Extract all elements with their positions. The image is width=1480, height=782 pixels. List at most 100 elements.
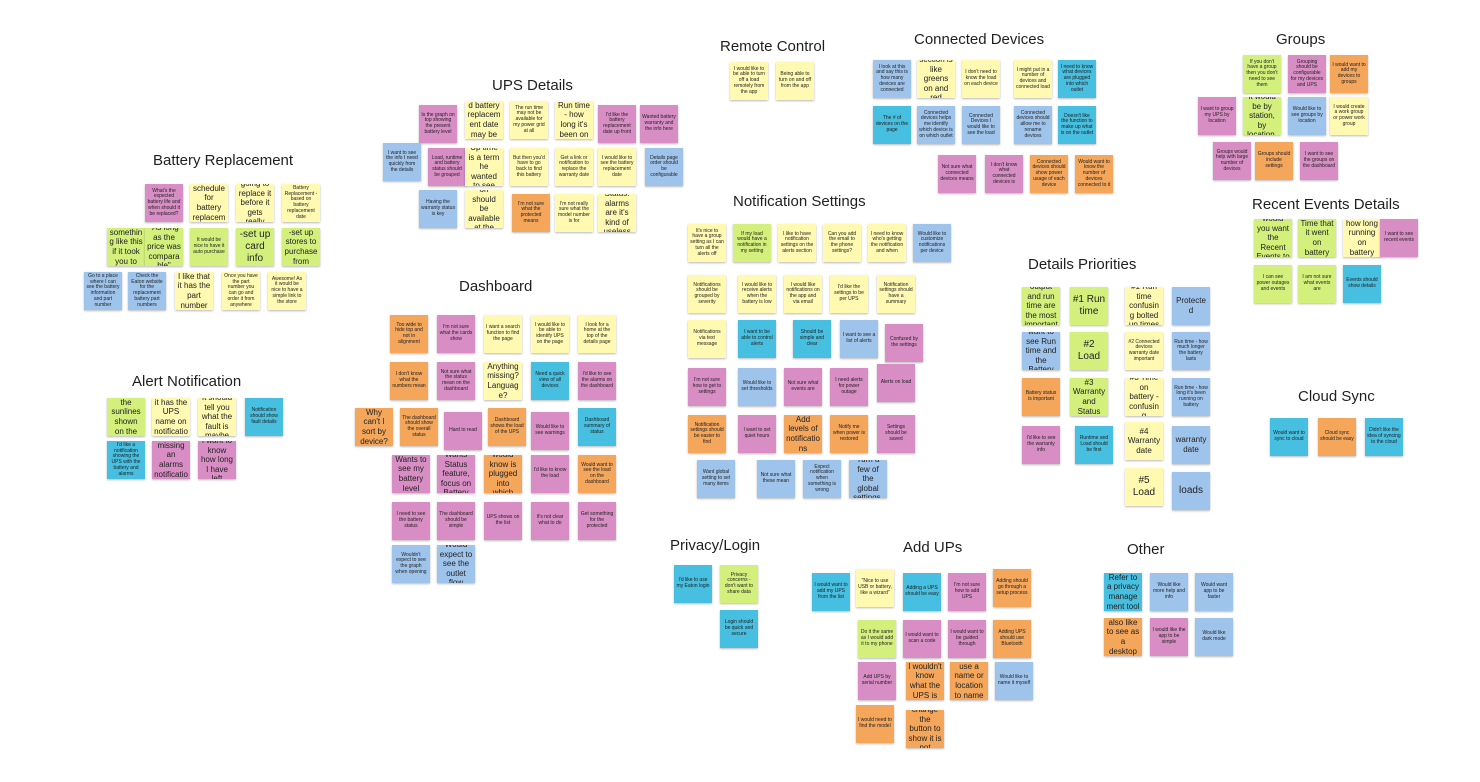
sticky-note-notification-settings-15[interactable]: I want to see a list of alerts bbox=[840, 320, 878, 358]
sticky-note-notification-settings-22[interactable]: Notification settings should be easier t… bbox=[688, 415, 726, 453]
sticky-note-other-3[interactable]: Would want app to be faster bbox=[1195, 573, 1233, 611]
sticky-note-ups-details-6[interactable]: Wanted battery warranty and the info her… bbox=[640, 105, 678, 143]
sticky-note-battery-replacement-6[interactable]: "As long as the price was comparable" bbox=[145, 228, 183, 266]
sticky-note-add-ups-7[interactable]: I would want to scan a code bbox=[903, 620, 941, 658]
sticky-note-dashboard-15[interactable]: Would like to see warnings bbox=[531, 412, 569, 450]
sticky-note-details-priorities-12[interactable]: Run time - how long it's been running on… bbox=[1172, 378, 1210, 416]
sticky-note-ups-details-4[interactable]: Run time - how long it's been on bbox=[555, 101, 593, 139]
sticky-note-ups-details-9[interactable]: Up time is a term he wanted to see bbox=[465, 148, 503, 186]
sticky-note-notification-settings-26[interactable]: Settings should be saved bbox=[877, 415, 915, 453]
sticky-note-battery-replacement-12[interactable]: I like that it has the part number bbox=[175, 272, 213, 310]
sticky-note-notification-settings-19[interactable]: Not sure what events are bbox=[784, 368, 822, 406]
sticky-note-notification-settings-3[interactable]: I like to have notification settings on … bbox=[778, 224, 816, 262]
sticky-note-dashboard-1[interactable]: Too wide to hide top and not in alignmen… bbox=[390, 315, 428, 353]
sticky-note-alert-notification-5[interactable]: I'd like a notification showing the UPS … bbox=[107, 441, 145, 479]
sticky-note-details-priorities-9[interactable]: Battery status is important bbox=[1022, 378, 1060, 416]
sticky-note-add-ups-15[interactable]: Maybe change the button to show it is no… bbox=[906, 710, 944, 748]
sticky-note-notification-settings-28[interactable]: Not sure what these mean bbox=[757, 460, 795, 498]
sticky-note-groups-8[interactable]: Groups would help with large number of d… bbox=[1213, 142, 1251, 180]
sticky-note-other-5[interactable]: I would like the app to be simple bbox=[1150, 618, 1188, 656]
sticky-note-add-ups-5[interactable]: Adding should go through a setup process bbox=[993, 569, 1031, 607]
sticky-note-notification-settings-20[interactable]: I need alerts for power outage bbox=[830, 368, 868, 406]
sticky-note-notification-settings-24[interactable]: Add levels of notifications bbox=[784, 415, 822, 453]
sticky-note-battery-replacement-8[interactable]: -set up card info bbox=[236, 228, 274, 266]
sticky-note-notification-settings-4[interactable]: Can you add the email to the phone setti… bbox=[823, 224, 861, 262]
sticky-note-details-priorities-8[interactable]: Run time - how much longer the battery l… bbox=[1172, 332, 1210, 370]
sticky-note-other-6[interactable]: Would like dark mode bbox=[1195, 618, 1233, 656]
sticky-note-other-4[interactable]: Would also like to see as a desktop app bbox=[1104, 618, 1142, 656]
sticky-note-connected-devices-1[interactable]: I look at this and say this is how many … bbox=[873, 60, 911, 98]
sticky-note-notification-settings-7[interactable]: Notifications should be grouped by sever… bbox=[688, 275, 726, 313]
sticky-note-dashboard-11[interactable]: Why can't I sort by device? bbox=[355, 408, 393, 446]
sticky-note-ups-details-5[interactable]: I'd like the battery replacement date up… bbox=[598, 105, 636, 143]
sticky-note-details-priorities-17[interactable]: #5 Load bbox=[1125, 468, 1163, 506]
sticky-note-connected-devices-11[interactable]: Not sure what connected devices means bbox=[938, 155, 976, 193]
sticky-note-notification-settings-27[interactable]: Want global setting to set many items bbox=[697, 460, 735, 498]
sticky-note-recent-events-details-2[interactable]: Time that it went on battery bbox=[1298, 219, 1336, 257]
sticky-note-recent-events-details-4[interactable]: I want to see recent events bbox=[1380, 219, 1418, 257]
sticky-note-notification-settings-21[interactable]: Alerts on load bbox=[877, 364, 915, 402]
sticky-note-alert-notification-1[interactable]: It might work to the sunlines shown on t… bbox=[107, 398, 145, 436]
sticky-note-add-ups-1[interactable]: I would want to add my UPS from the list bbox=[812, 573, 850, 611]
sticky-note-add-ups-8[interactable]: I would want to be guided through bbox=[948, 620, 986, 658]
sticky-note-battery-replacement-5[interactable]: Would you use something like this if it … bbox=[107, 228, 145, 266]
sticky-note-notification-settings-5[interactable]: I need to know who's getting the notific… bbox=[868, 224, 906, 262]
sticky-note-details-priorities-18[interactable]: loads bbox=[1172, 472, 1210, 510]
sticky-note-groups-3[interactable]: I would want to add my devices to groups bbox=[1330, 55, 1368, 93]
sticky-note-dashboard-19[interactable]: Exactly would know is plugged into which… bbox=[484, 455, 522, 493]
sticky-note-cloud-sync-1[interactable]: Would want to sync to cloud bbox=[1270, 418, 1308, 456]
sticky-note-privacy-login-2[interactable]: Privacy concerns - don't want to share d… bbox=[720, 565, 758, 603]
sticky-note-dashboard-27[interactable]: Wouldn't expect to see the graph when op… bbox=[392, 545, 430, 583]
sticky-note-notification-settings-12[interactable]: Notifications via text message bbox=[688, 320, 726, 358]
sticky-note-cloud-sync-3[interactable]: Didn't like the idea of syncing to the c… bbox=[1365, 418, 1403, 456]
sticky-note-add-ups-12[interactable]: Maybe use a name or location to name the… bbox=[950, 662, 988, 700]
sticky-note-dashboard-9[interactable]: Need a quick view of all devices bbox=[531, 362, 569, 400]
sticky-note-connected-devices-3[interactable]: I don't need to know the load on each de… bbox=[962, 60, 1000, 98]
sticky-note-ups-details-1[interactable]: Is the graph on top showing the present … bbox=[419, 105, 457, 143]
sticky-note-notification-settings-17[interactable]: I'm not sure how to get to settings bbox=[688, 368, 726, 406]
sticky-note-details-priorities-10[interactable]: #3 Warranty and Status bbox=[1070, 378, 1108, 416]
sticky-note-groups-6[interactable]: Would like to see groups by location bbox=[1288, 97, 1326, 135]
sticky-note-dashboard-6[interactable]: I don't know what the numbers mean bbox=[390, 362, 428, 400]
sticky-note-dashboard-2[interactable]: I'm not sure what the cards show bbox=[437, 315, 475, 353]
sticky-note-privacy-login-1[interactable]: I'd like to use my Eaton login bbox=[674, 565, 712, 603]
sticky-note-connected-devices-7[interactable]: Connected devices helps me identify whic… bbox=[917, 106, 955, 144]
sticky-note-dashboard-23[interactable]: The dashboard should be simple bbox=[437, 502, 475, 540]
sticky-note-groups-9[interactable]: Groups should include settings bbox=[1255, 142, 1293, 180]
sticky-note-add-ups-11[interactable]: I wouldn't know what the UPS is bbox=[906, 662, 944, 700]
sticky-note-remote-control-1[interactable]: I would like to be able to turn off a lo… bbox=[730, 62, 768, 100]
sticky-note-alert-notification-6[interactable]: I am missing an alarms notification. bbox=[152, 441, 190, 479]
sticky-note-details-priorities-7[interactable]: #2 Connected devices warranty date impor… bbox=[1125, 332, 1163, 370]
sticky-note-details-priorities-1[interactable]: The output and run time are the most imp… bbox=[1022, 287, 1060, 325]
sticky-note-notification-settings-9[interactable]: I would like notifications on the app an… bbox=[784, 275, 822, 313]
sticky-note-dashboard-25[interactable]: It's not clear what to do bbox=[531, 502, 569, 540]
sticky-note-connected-devices-5[interactable]: I need to know what devices are plugged … bbox=[1058, 60, 1096, 98]
sticky-note-details-priorities-5[interactable]: Would want to see Run time and the Batte… bbox=[1022, 332, 1060, 370]
sticky-note-other-1[interactable]: Refer to a privacy management tool bbox=[1104, 573, 1142, 611]
sticky-note-notification-settings-25[interactable]: Notify me when power is restored bbox=[830, 415, 868, 453]
sticky-note-notification-settings-13[interactable]: I want to be able to control alerts bbox=[738, 320, 776, 358]
sticky-note-remote-control-2[interactable]: Being able to turn on and off from the a… bbox=[776, 62, 814, 100]
sticky-note-connected-devices-13[interactable]: Connected devices should show power usag… bbox=[1030, 155, 1068, 193]
sticky-note-ups-details-3[interactable]: The run time may not be available for my… bbox=[510, 101, 548, 139]
sticky-note-dashboard-8[interactable]: Anything missing? Language? bbox=[484, 362, 522, 400]
sticky-note-ups-details-10[interactable]: But then you'd have to go back to find t… bbox=[510, 148, 548, 186]
sticky-note-battery-replacement-7[interactable]: It would be nice to have it auto purchas… bbox=[190, 228, 228, 266]
sticky-note-groups-7[interactable]: I would create a work group or power wor… bbox=[1330, 97, 1368, 135]
sticky-note-groups-4[interactable]: I want to group my UPS by location bbox=[1198, 97, 1236, 135]
sticky-note-notification-settings-30[interactable]: Turn a few of the global settings. bbox=[849, 460, 887, 498]
sticky-note-recent-events-details-3[interactable]: how long running on battery bbox=[1343, 219, 1381, 257]
sticky-note-dashboard-20[interactable]: I'd like to know the load bbox=[531, 455, 569, 493]
sticky-note-add-ups-4[interactable]: I'm not sure how to add UPS bbox=[948, 573, 986, 611]
sticky-note-add-ups-13[interactable]: Would like to name it myself bbox=[995, 662, 1033, 700]
sticky-note-groups-10[interactable]: I want to see the groups on the dashboar… bbox=[1300, 142, 1338, 180]
sticky-note-add-ups-6[interactable]: Do it the same as I would add it to my p… bbox=[858, 620, 896, 658]
sticky-note-notification-settings-14[interactable]: Should be simple and clear bbox=[793, 320, 831, 358]
sticky-note-recent-events-details-1[interactable]: What would you want the Recent Events to… bbox=[1254, 219, 1292, 257]
sticky-note-ups-details-15[interactable]: **Certain information should be availabl… bbox=[465, 190, 503, 228]
sticky-note-connected-devices-8[interactable]: Connected Devices I would like to see th… bbox=[962, 106, 1000, 144]
sticky-note-details-priorities-11[interactable]: #3 Time on battery - confusing bbox=[1125, 378, 1163, 416]
sticky-note-ups-details-12[interactable]: I would like to see the battery replacem… bbox=[598, 148, 636, 186]
sticky-note-notification-settings-8[interactable]: I would like to receive alerts when the … bbox=[738, 275, 776, 313]
